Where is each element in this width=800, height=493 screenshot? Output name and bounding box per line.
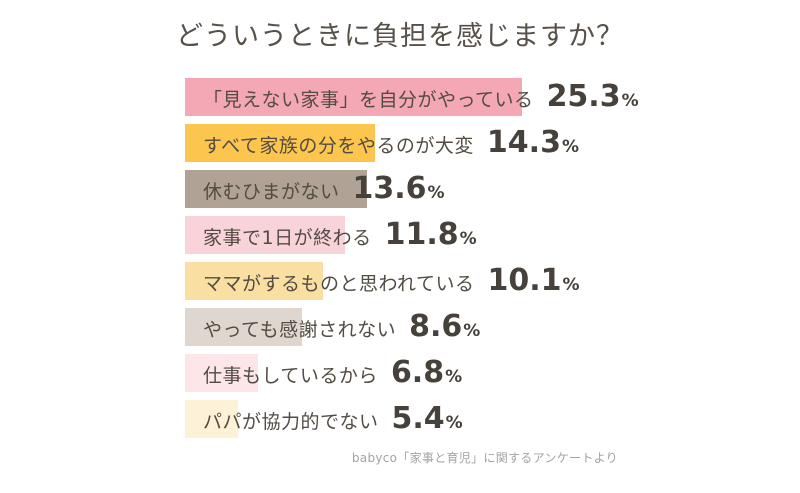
bar-label: 仕事もしているから	[203, 365, 378, 387]
bar-row-content: 仕事もしているから 6.8%	[185, 358, 462, 388]
bar-label: 「見えない家事」を自分がやっている	[203, 89, 534, 111]
bar-value: 5.4%	[392, 404, 463, 434]
bar-row: すべて家族の分をやるのが大変 14.3%	[185, 124, 639, 162]
bar-value: 10.1%	[487, 266, 579, 296]
bar-value: 14.3%	[487, 128, 579, 158]
chart-title: どういうときに負担を感じますか？	[176, 21, 624, 52]
bar-row-content: 休むひまがない 13.6%	[185, 174, 445, 204]
bar-value-number: 5.4	[391, 401, 445, 436]
bar-value: 8.6%	[409, 312, 480, 342]
bar-row-content: パパが協力的でない 5.4%	[185, 404, 463, 434]
bar-fill	[185, 262, 323, 300]
bar-fill	[185, 216, 345, 254]
bar-value-percent-sign: %	[459, 229, 477, 249]
bar-value-number: 14.3	[486, 125, 561, 160]
bar-value: 6.8%	[391, 358, 462, 388]
bar-label: すべて家族の分をやるのが大変	[203, 135, 474, 157]
bar-row: 家事で1日が終わる 11.8%	[185, 216, 639, 254]
bar-row-content: 「見えない家事」を自分がやっている 25.3%	[185, 82, 639, 112]
bar-fill	[185, 124, 375, 162]
bar-value-percent-sign: %	[621, 91, 639, 111]
bar-fill	[185, 354, 258, 392]
bar-value-number: 6.8	[390, 355, 445, 390]
bar-value-number: 10.1	[487, 263, 562, 298]
bar-fill	[185, 170, 367, 208]
bar-label: 家事で1日が終わる	[203, 227, 372, 249]
bar-row: 仕事もしているから 6.8%	[185, 354, 639, 392]
bar-row-content: すべて家族の分をやるのが大変 14.3%	[185, 128, 579, 158]
bar-value-number: 13.6	[352, 171, 427, 206]
bar-row-content: 家事で1日が終わる 11.8%	[185, 220, 477, 250]
bar-value: 25.3%	[547, 82, 639, 112]
bar-row: 「見えない家事」を自分がやっている 25.3%	[185, 78, 639, 116]
bar-value: 13.6%	[353, 174, 445, 204]
bar-label: やっても感謝されない	[203, 319, 397, 341]
source-note: babyco「家事と育児」に関するアンケートより	[351, 451, 618, 465]
bar-label: パパが協力的でない	[203, 411, 379, 433]
bar-row-content: ママがするものと思われている 10.1%	[185, 266, 580, 296]
bar-row: やっても感謝されない 8.6%	[185, 308, 639, 346]
bar-fill	[185, 400, 238, 438]
bar-value-percent-sign: %	[562, 275, 580, 295]
bar-value-percent-sign: %	[463, 321, 481, 341]
bar-value-number: 25.3	[546, 79, 621, 114]
bar-row: ママがするものと思われている 10.1%	[185, 262, 639, 300]
bar-row: パパが協力的でない 5.4%	[185, 400, 639, 438]
bar-value-number: 11.8	[384, 217, 459, 252]
bar-value-percent-sign: %	[561, 137, 579, 157]
bar-fill	[185, 308, 302, 346]
bar-label: 休むひまがない	[203, 181, 340, 203]
bar-rows: 「見えない家事」を自分がやっている 25.3% すべて家族の分をやるのが大変 14.3…	[185, 78, 639, 438]
bar-value: 11.8%	[385, 220, 477, 250]
bar-label: ママがするものと思われている	[203, 273, 475, 295]
bar-fill	[185, 78, 522, 116]
bar-value-percent-sign: %	[445, 413, 463, 433]
bar-value-percent-sign: %	[427, 183, 445, 203]
bar-row: 休むひまがない 13.6%	[185, 170, 639, 208]
bar-value-number: 8.6	[409, 309, 463, 344]
bar-value-percent-sign: %	[445, 367, 463, 387]
bar-row-content: やっても感謝されない 8.6%	[185, 312, 480, 342]
